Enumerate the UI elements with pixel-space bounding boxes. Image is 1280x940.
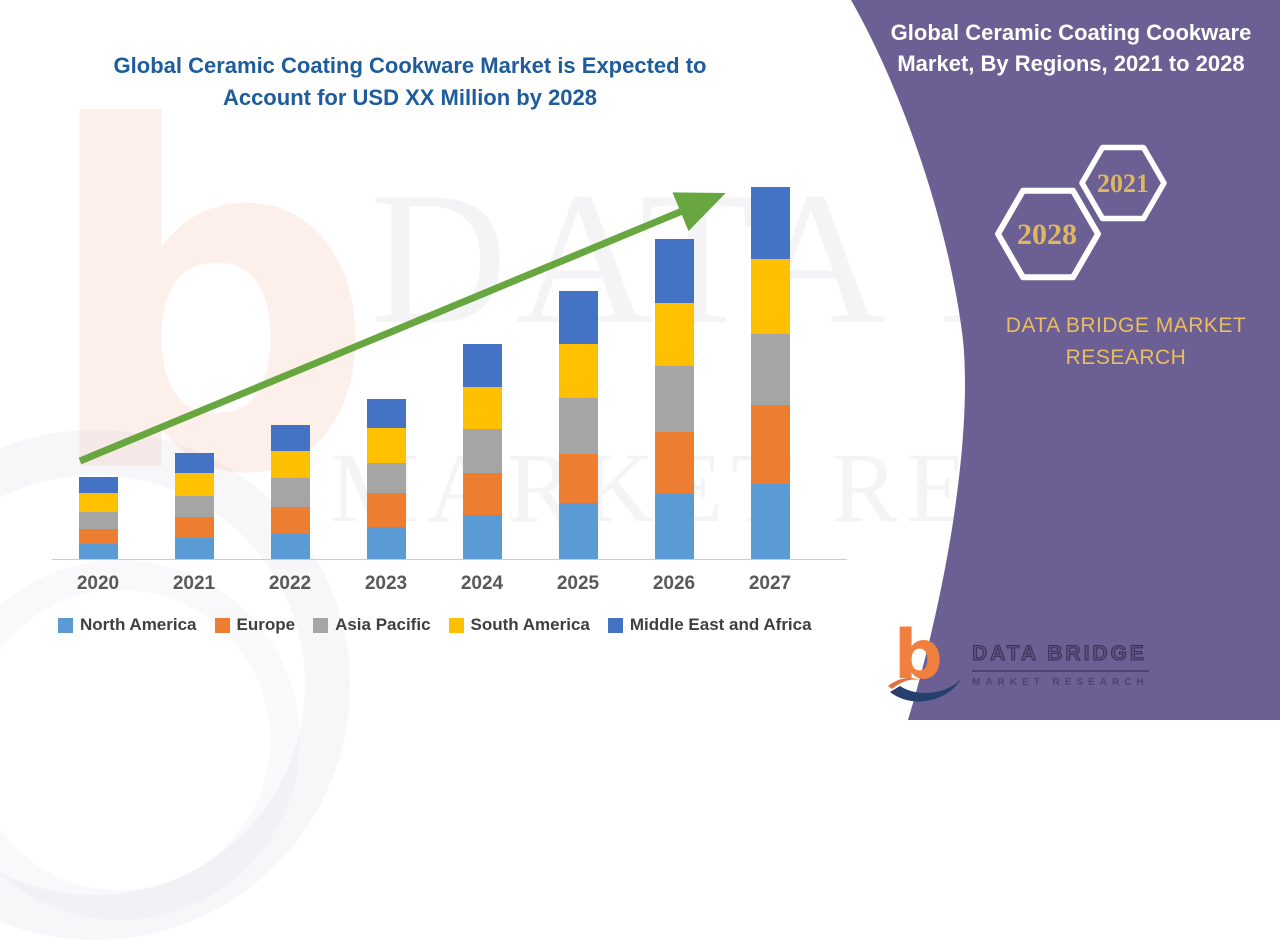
bar-segment-north-america [366,527,406,559]
legend-item-asia-pacific: Asia Pacific [313,615,431,635]
legend-swatch [448,617,464,633]
legend-swatch [214,617,230,633]
bar-segment-north-america [270,534,310,559]
chart-title-line2: Account for USD XX Million by 2028 [222,84,598,110]
dbmr-logo: b DATA BRIDGE MARKET RESEARCH [888,616,1149,710]
x-axis-label-2021: 2021 [172,573,216,594]
x-axis-label-2026: 2026 [652,573,696,594]
side-panel-brand-name: DATA BRIDGE MARKET RESEARCH [1005,314,1247,369]
side-panel-title-line1: Global Ceramic Coating Cookware [890,20,1252,45]
legend-item-south-america: South America [448,615,590,635]
stacked-bar-2020 [78,477,118,559]
bar-segment-europe [750,405,790,484]
legend-label: Middle East and Africa [629,615,812,634]
bar-segment-south-america [174,473,214,496]
bar-segment-europe [174,517,214,538]
bar-segment-north-america [750,484,790,559]
x-axis-label-2022: 2022 [268,573,312,594]
chart-title: Global Ceramic Coating Cookware Market i… [85,50,735,114]
bar-segment-south-america [750,259,790,334]
x-axis-label-2024: 2024 [460,573,504,594]
bar-segment-europe [462,473,502,515]
legend-item-north-america: North America [58,615,197,635]
stacked-bar-2027 [750,187,790,559]
legend-item-europe: Europe [214,615,296,635]
chart-title-line1: Global Ceramic Coating Cookware Market i… [113,53,707,78]
legend-item-middle-east-and-africa: Middle East and Africa [607,615,812,635]
dbmr-logo-mark: b [888,616,966,710]
bar-segment-europe [366,493,406,527]
legend-swatch [607,617,623,633]
legend-label: Europe [236,615,296,634]
legend-label: South America [470,615,590,634]
bar-segment-asia-pacific [270,478,310,507]
bar-segment-asia-pacific [78,512,118,529]
bar-segment-north-america [78,544,118,559]
bar-segment-asia-pacific [750,334,790,405]
bar-segment-north-america [174,538,214,559]
bar-segment-north-america [462,515,502,559]
side-panel-title-line2: Market, By Regions, 2021 to 2028 [897,50,1245,76]
x-axis-label-2020: 2020 [76,573,120,594]
bar-segment-north-america [558,503,598,559]
bar-segment-middle-east-and-africa [78,477,118,493]
x-axis-label-2023: 2023 [364,573,408,594]
legend-swatch [58,617,73,633]
bar-segment-europe [78,529,118,544]
x-axis-label-2025: 2025 [556,573,600,594]
x-axis-line [52,559,847,560]
logo-text: DATA BRIDGE MARKET RESEARCH [972,630,1149,688]
bar-segment-south-america [78,493,118,512]
bar-segment-asia-pacific [174,496,214,517]
bar-segment-asia-pacific [366,463,406,493]
legend-swatch [313,617,329,633]
legend-label: North America [80,615,197,634]
legend-label: Asia Pacific [335,615,431,634]
logo-brand-line2: MARKET RESEARCH [972,677,1149,688]
side-panel-title: Global Ceramic Coating Cookware Market, … [872,18,1270,80]
chart-legend: North America Europe Asia Pacific South Ame… [58,615,812,635]
bar-segment-europe [270,507,310,534]
bar-segment-middle-east-and-africa [750,187,790,259]
bar-segment-north-america [654,494,694,559]
logo-swoosh-icon [888,678,962,702]
side-panel-content: Global Ceramic Coating Cookware Market, … [872,18,1270,710]
logo-brand-line1: DATA BRIDGE [972,642,1149,672]
x-axis-label-2027: 2027 [748,573,792,594]
